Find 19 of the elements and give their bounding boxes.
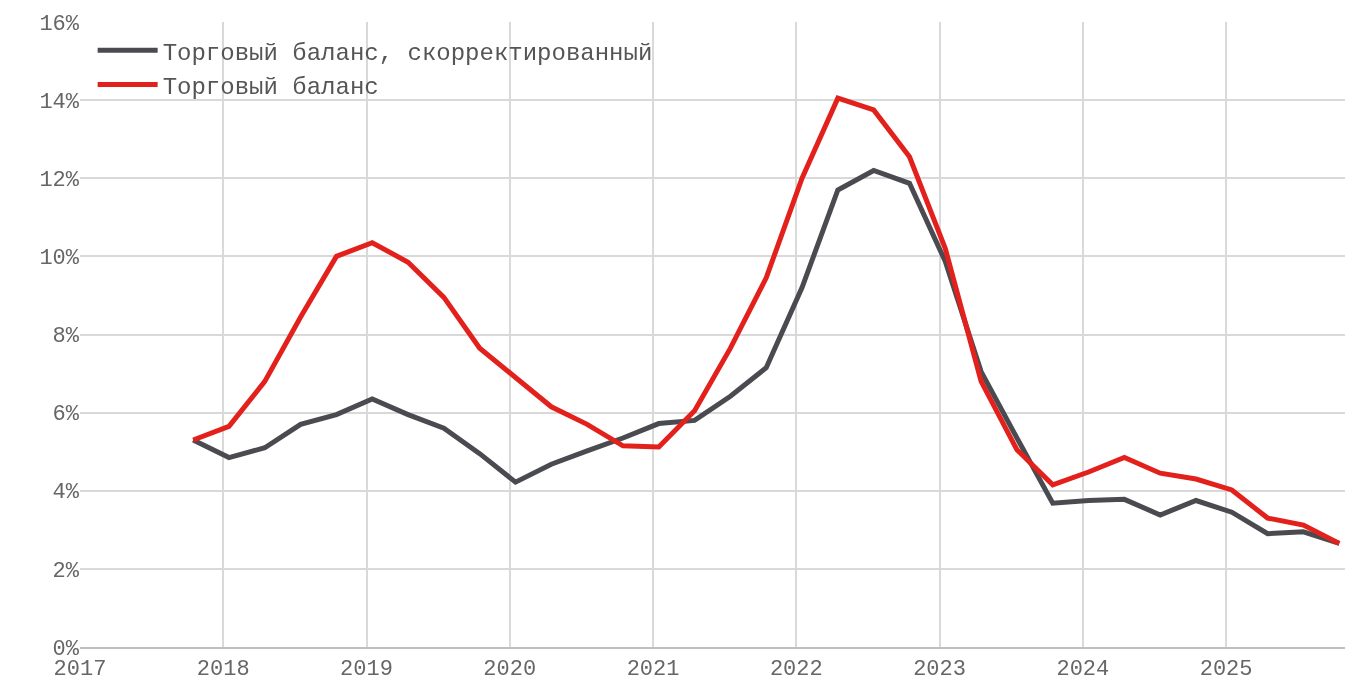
x-tick-label: 2023 bbox=[913, 657, 966, 683]
x-tick-label: 2024 bbox=[1056, 657, 1110, 683]
x-tick-label: 2021 bbox=[626, 657, 680, 683]
y-tick-label: 6% bbox=[52, 402, 80, 428]
y-tick-label: 14% bbox=[39, 89, 80, 115]
y-tick-label: 8% bbox=[52, 324, 80, 350]
legend-label: Торговый баланс bbox=[162, 73, 379, 101]
y-tick-label: 12% bbox=[39, 167, 80, 193]
x-tick-label: 2025 bbox=[1199, 657, 1253, 683]
y-tick-label: 2% bbox=[52, 558, 80, 584]
legend-label: Торговый баланс, скорректированный bbox=[162, 39, 653, 67]
y-tick-label: 16% bbox=[39, 11, 80, 37]
x-tick-label: 2020 bbox=[483, 657, 537, 683]
x-tick-label: 2022 bbox=[769, 657, 823, 683]
x-tick-label: 2017 bbox=[53, 657, 107, 683]
x-tick-label: 2018 bbox=[196, 657, 250, 683]
y-tick-label: 4% bbox=[52, 480, 80, 506]
x-tick-label: 2019 bbox=[340, 657, 393, 683]
y-tick-label: 10% bbox=[39, 246, 80, 272]
